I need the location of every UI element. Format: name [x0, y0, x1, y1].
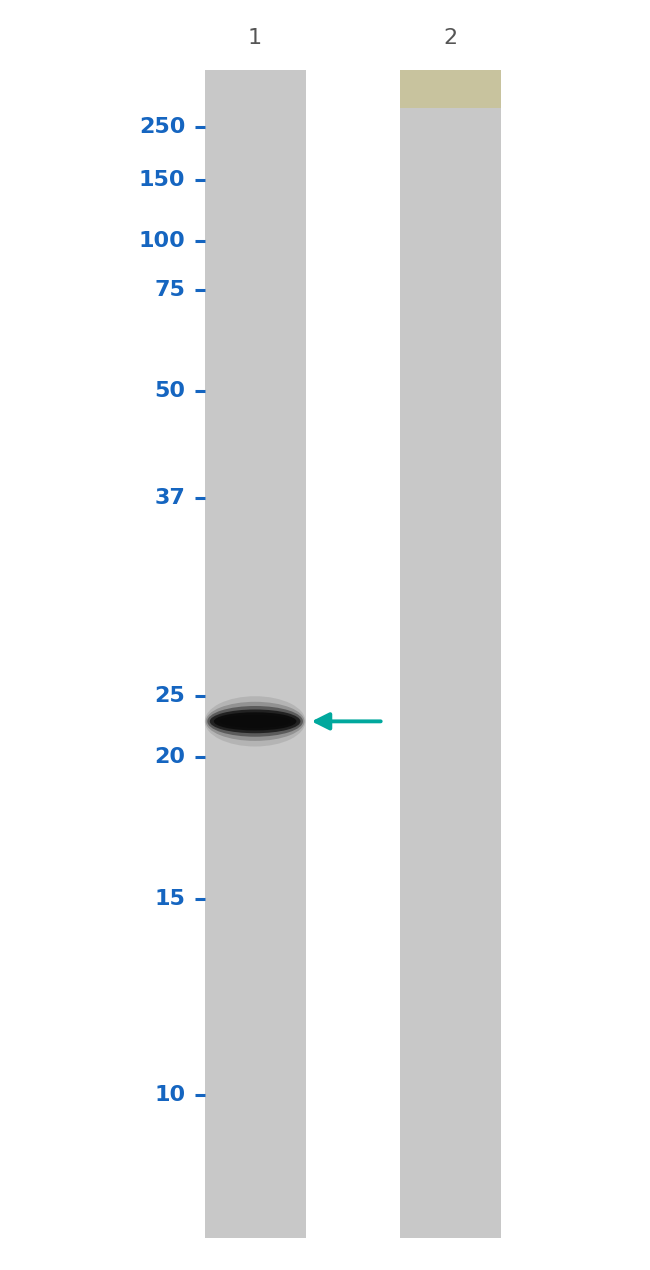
Ellipse shape [207, 706, 303, 737]
Ellipse shape [205, 696, 306, 747]
Text: 10: 10 [154, 1085, 185, 1105]
Ellipse shape [214, 712, 296, 730]
Text: 25: 25 [155, 686, 185, 706]
Text: 75: 75 [154, 279, 185, 300]
Text: 100: 100 [138, 231, 185, 251]
Ellipse shape [206, 702, 304, 740]
Text: 1: 1 [248, 28, 262, 48]
Text: 15: 15 [154, 889, 185, 909]
Text: 20: 20 [154, 747, 185, 767]
Ellipse shape [210, 710, 300, 733]
Text: 150: 150 [138, 170, 185, 190]
Text: 50: 50 [154, 381, 185, 401]
Text: 37: 37 [154, 488, 185, 508]
Text: 2: 2 [443, 28, 457, 48]
Text: 250: 250 [139, 117, 185, 137]
Bar [400, 70, 500, 1238]
Ellipse shape [220, 715, 291, 728]
Bar [205, 70, 306, 1238]
Bar [400, 70, 500, 108]
